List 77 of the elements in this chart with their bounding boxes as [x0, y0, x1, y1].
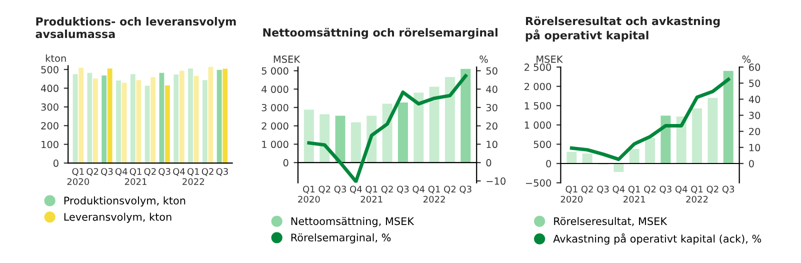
- y-tick-label: 500: [534, 140, 552, 148]
- x-tick-label: Q2: [381, 186, 393, 194]
- x-tick-label: Q2: [581, 186, 593, 194]
- x-tick-label: Q3: [101, 168, 113, 176]
- y-tick-label: 300: [41, 103, 58, 111]
- x-tick-label: Q3: [660, 186, 672, 194]
- y2-tick-label: 10: [749, 144, 760, 152]
- legend-label: Leveransvolym, kton: [64, 212, 172, 223]
- y-tick-label: 0: [54, 160, 58, 167]
- y-tick-label: 5 000: [262, 67, 288, 75]
- y-tick-label: 2 000: [262, 122, 288, 130]
- x-tick-label: Q2: [644, 186, 656, 194]
- x-tick-label: Q4: [675, 186, 688, 194]
- y-tick-label: 1 500: [524, 102, 552, 110]
- x-tick-label: Q1 2021: [360, 186, 382, 203]
- y-tick-label: 0: [283, 159, 288, 166]
- chart-title: Produktions- och leveransvolym avsalumassa: [36, 17, 236, 38]
- x-tick-label: Q4: [350, 186, 362, 194]
- chart-title: Nettoomsättning och rörelsemarginal: [263, 28, 498, 39]
- x-tick-label: Q3: [334, 186, 346, 194]
- x-tick-label: Q2: [202, 168, 214, 176]
- x-tick-label: Q3: [722, 186, 734, 194]
- legend-label: Nettoomsättning, MSEK: [291, 217, 414, 228]
- x-tick-label: Q1 2020: [298, 186, 320, 203]
- y2-tick-label: 60: [749, 64, 760, 71]
- x-tick-label: Q2: [144, 168, 156, 176]
- legend-label: Produktionsvolym, kton: [64, 196, 186, 206]
- y-tick-label: 400: [40, 84, 58, 92]
- x-tick-label: Q4: [173, 168, 185, 176]
- legend-label: Rörelseresultat, MSEK: [554, 217, 668, 226]
- y-tick-label: 1 000: [262, 140, 288, 148]
- y-tick-label: 200: [41, 122, 58, 130]
- x-tick-label: Q1 2022: [423, 186, 445, 203]
- y-axis-title: MSEK: [274, 56, 300, 63]
- legend-label: Rörelsemarginal, %: [291, 233, 391, 244]
- x-tick-label: Q1 2022: [686, 186, 708, 203]
- y-tick-label: 500: [41, 66, 58, 74]
- y-tick-label: −500: [526, 179, 552, 187]
- x-tick-label: Q4: [412, 186, 425, 194]
- y2-tick-label: 10: [486, 140, 498, 148]
- y2-tick-label: 30: [749, 112, 760, 120]
- x-tick-label: Q1 2020: [560, 186, 583, 203]
- legend-label: Avkastning på operativt kapital (ack), %: [553, 233, 762, 245]
- y-tick-label: 4 000: [262, 86, 288, 93]
- y2-tick-label: 40: [748, 96, 760, 104]
- y2-tick-label: −10: [486, 177, 506, 185]
- x-tick-label: Q2: [318, 186, 330, 194]
- x-tick-label: Q4: [612, 186, 625, 194]
- x-tick-label: Q3: [597, 186, 609, 194]
- y-tick-label: 0: [546, 160, 552, 168]
- y-axis-title: kton: [46, 54, 66, 62]
- y2-tick-label: 20: [749, 128, 760, 136]
- x-tick-label: Q2: [444, 186, 456, 194]
- y2-tick-label: 0: [486, 159, 492, 166]
- x-tick-label: Q4: [115, 168, 128, 176]
- y2-axis-title: %: [742, 56, 751, 63]
- x-tick-label: Q3: [158, 168, 170, 176]
- x-tick-label: Q1 2021: [624, 186, 645, 203]
- y2-tick-label: 50: [749, 80, 760, 87]
- y-tick-label: 2 500: [524, 64, 552, 71]
- x-tick-label: Q2: [86, 168, 98, 176]
- y-tick-label: 2 000: [524, 82, 552, 90]
- y2-axis-title: %: [480, 56, 488, 63]
- x-tick-label: Q3: [460, 186, 472, 194]
- x-tick-label: Q2: [706, 186, 718, 194]
- x-tick-label: Q3: [397, 186, 409, 194]
- x-tick-label: Q3: [216, 168, 228, 176]
- y-tick-label: 100: [42, 140, 58, 148]
- y2-tick-label: 40: [486, 86, 498, 93]
- y-tick-label: 3 000: [262, 104, 288, 112]
- y-axis-title: MSEK: [536, 56, 563, 63]
- y2-tick-label: 20: [486, 122, 498, 130]
- y2-tick-label: 0: [748, 160, 754, 168]
- chart-title: Rörelseresultat och avkastning på operativt kapital: [526, 16, 720, 42]
- y2-tick-label: 50: [486, 67, 498, 75]
- y2-tick-label: 30: [486, 104, 498, 112]
- y-tick-label: 1 000: [524, 121, 552, 129]
